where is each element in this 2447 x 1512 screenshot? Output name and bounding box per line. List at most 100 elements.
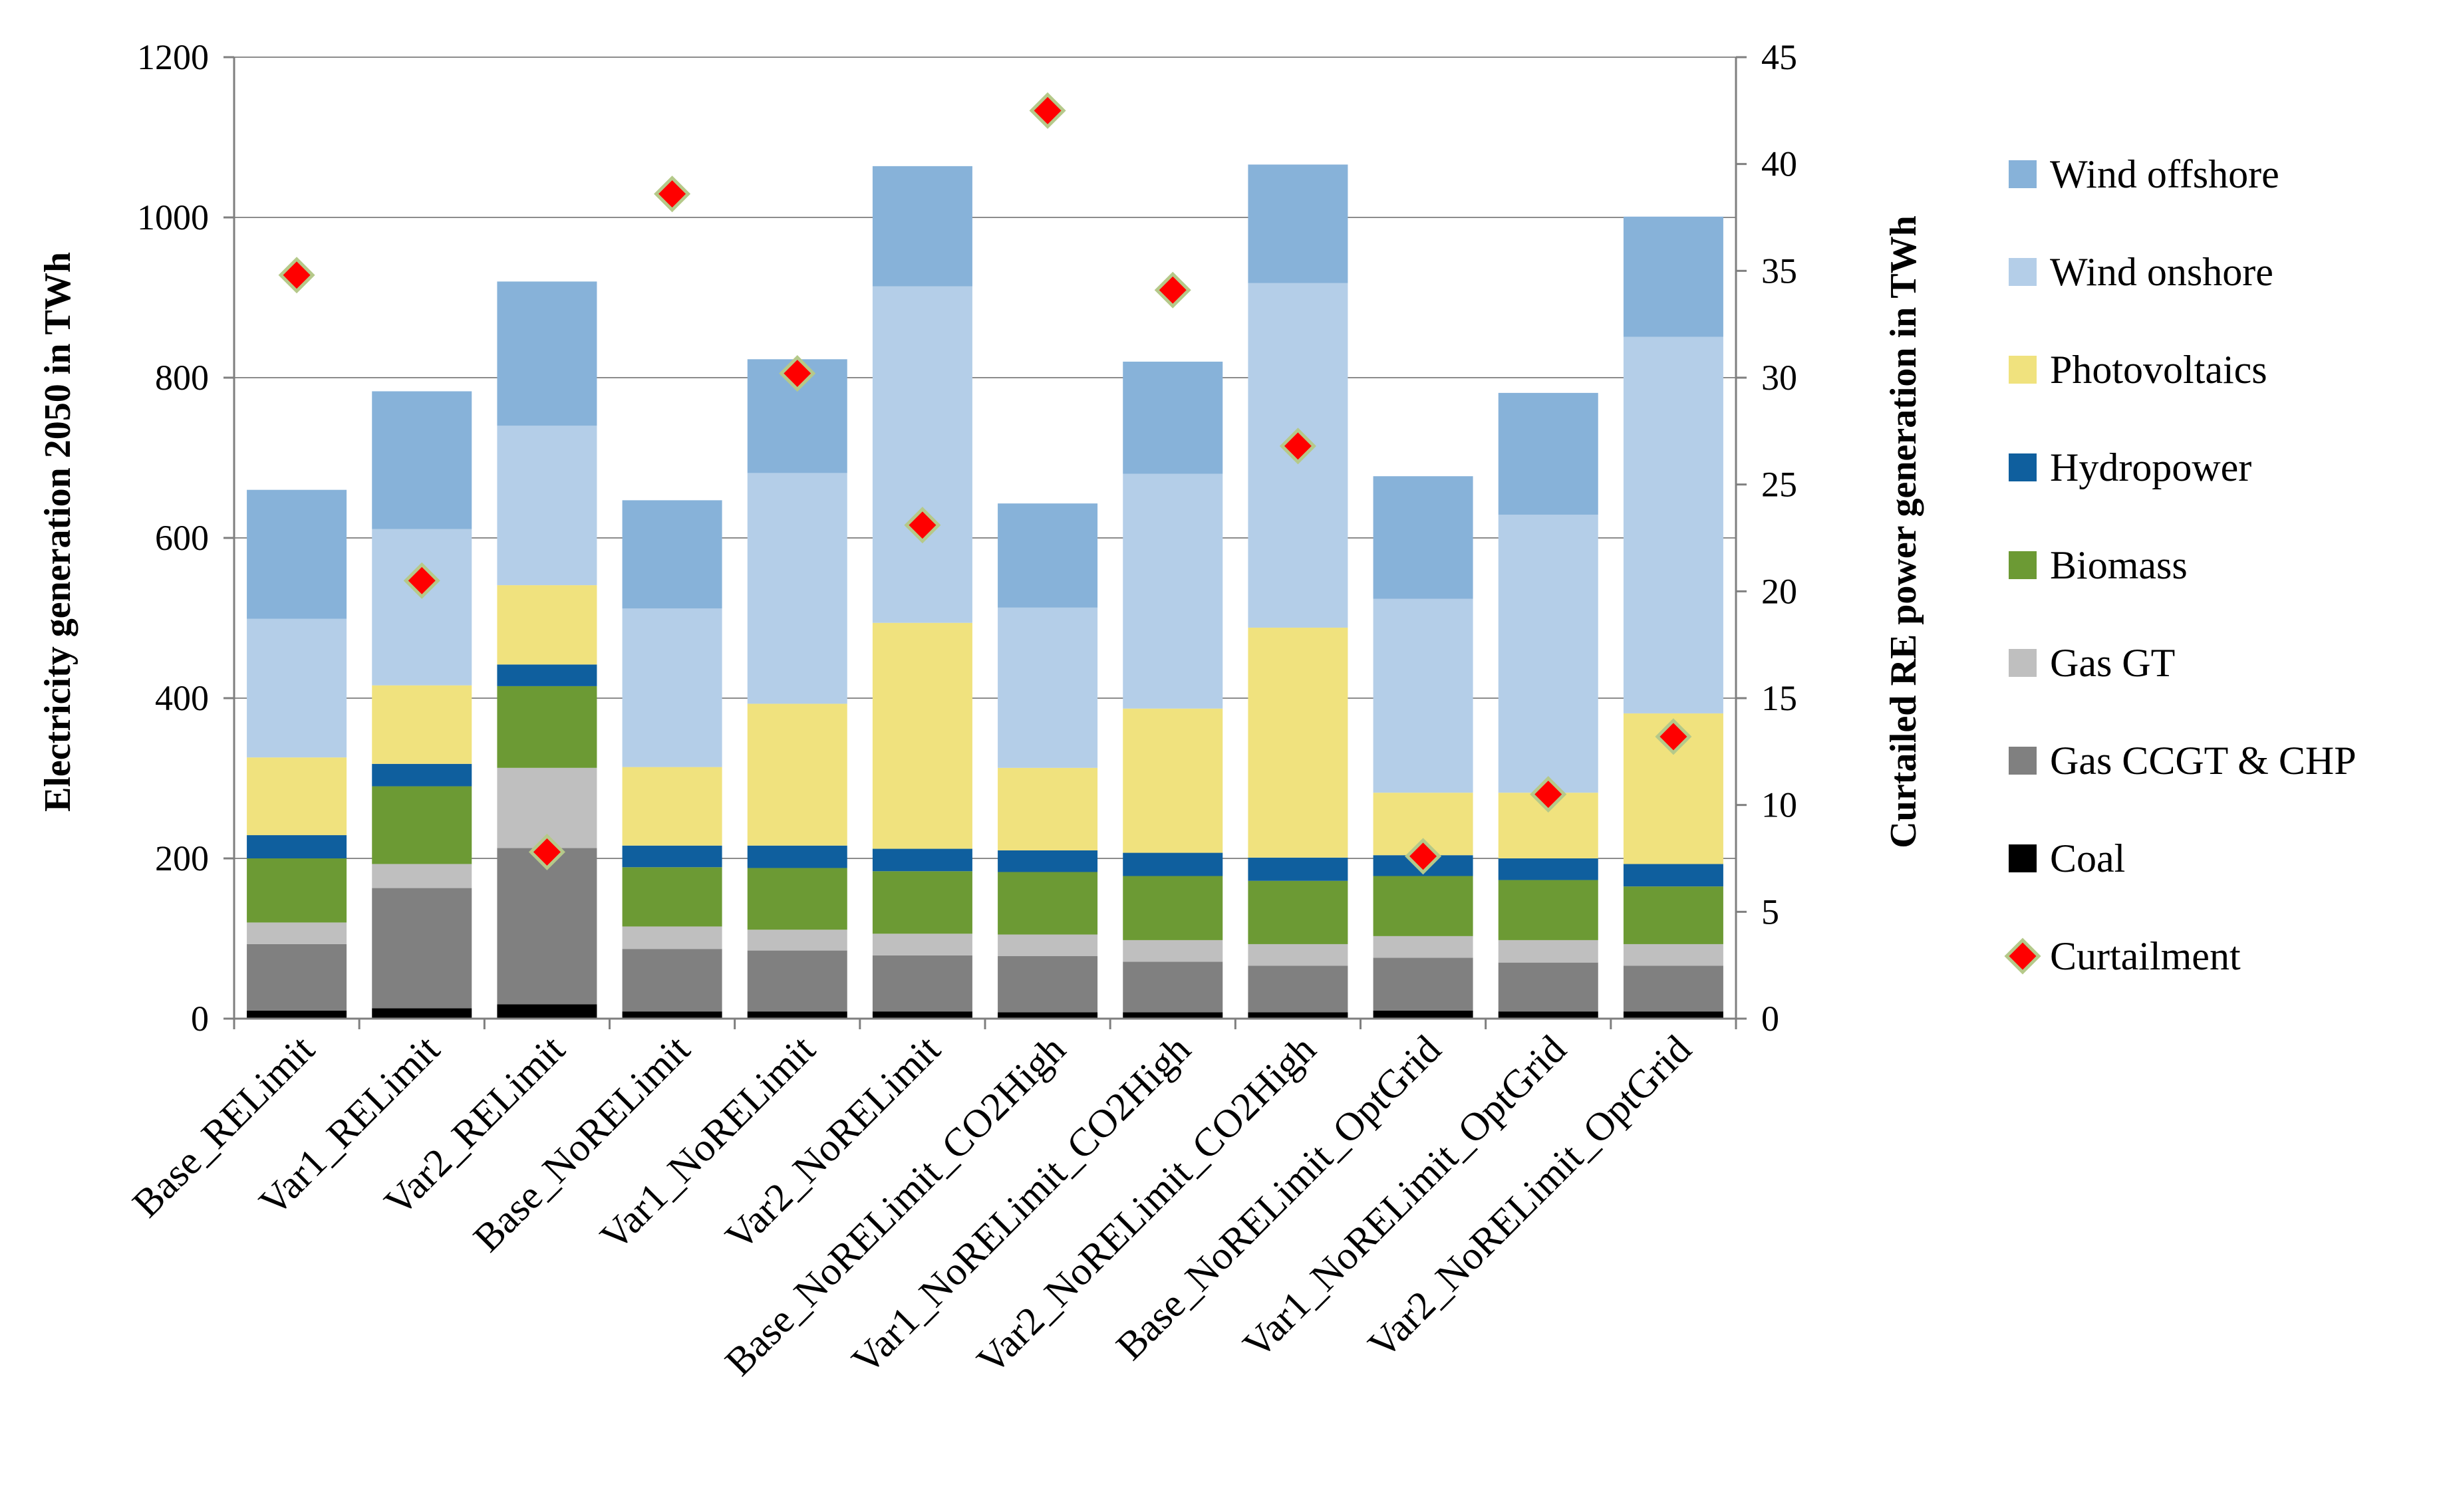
bar-segment bbox=[998, 850, 1098, 872]
bar-segment bbox=[1623, 864, 1723, 887]
category-labels: Base_RELimitVar1_RELimitVar2_RELimitBase… bbox=[124, 1027, 1699, 1384]
curtailment-marker bbox=[403, 562, 440, 599]
bar-segment bbox=[1248, 857, 1348, 881]
legend: Wind offshore Wind onshore Photovoltaics Hy… bbox=[2004, 152, 2357, 978]
bar-segment bbox=[747, 950, 847, 1012]
curtailment-marker bbox=[779, 355, 816, 392]
y2-axis-title: Curtailed RE power generation in TWh bbox=[1883, 215, 1924, 848]
bar-segment bbox=[998, 934, 1098, 957]
curtailment-marker bbox=[1530, 776, 1567, 813]
bar-segment bbox=[622, 867, 722, 927]
bar-segment bbox=[872, 955, 972, 1012]
bar-segment bbox=[622, 845, 722, 868]
curtailment-marker bbox=[278, 257, 315, 294]
y2-tick-label: 15 bbox=[1761, 678, 1797, 718]
bar-segment bbox=[747, 1011, 847, 1019]
bar-segment bbox=[1248, 1012, 1348, 1019]
bar-segment bbox=[622, 608, 722, 767]
bar-segment bbox=[1498, 940, 1598, 963]
bar-segment bbox=[247, 618, 347, 758]
legend-swatch bbox=[2009, 747, 2037, 775]
bar-segment bbox=[1498, 962, 1598, 1012]
bar-segment bbox=[1373, 476, 1473, 599]
legend-label: Hydropower bbox=[2050, 445, 2251, 489]
bar-segment bbox=[247, 944, 347, 1011]
bar-segment bbox=[1498, 1011, 1598, 1019]
legend-swatch bbox=[2009, 258, 2037, 286]
y-tick-label: 400 bbox=[155, 678, 209, 718]
bar-segment bbox=[747, 930, 847, 951]
legend-swatch bbox=[2009, 160, 2037, 188]
bar-segment bbox=[998, 872, 1098, 935]
legend-label: Wind offshore bbox=[2050, 152, 2279, 196]
legend-swatch bbox=[2009, 649, 2037, 677]
bar-segment bbox=[372, 1008, 472, 1019]
legend-swatch bbox=[2009, 453, 2037, 481]
bar-segment bbox=[1373, 936, 1473, 958]
curtailment-marker bbox=[1655, 718, 1692, 755]
bar-segment bbox=[247, 1010, 347, 1019]
curtailment-marker bbox=[654, 176, 691, 213]
bar-segment bbox=[622, 767, 722, 846]
y2-tick-label: 5 bbox=[1761, 892, 1779, 932]
axes bbox=[223, 56, 1747, 1029]
bar-segment bbox=[1623, 965, 1723, 1012]
bar-segment bbox=[1123, 940, 1223, 962]
bar-segment bbox=[872, 848, 972, 872]
bar-segment bbox=[998, 767, 1098, 850]
bar-segment bbox=[497, 281, 597, 426]
legend-label: Coal bbox=[2050, 836, 2125, 880]
bar-segment bbox=[372, 529, 472, 686]
category-label: Var1_NoRELimit bbox=[592, 1027, 824, 1259]
bar-segment bbox=[247, 858, 347, 923]
curtailment-marker bbox=[1405, 838, 1442, 875]
bar-segment bbox=[622, 926, 722, 949]
bar-segment bbox=[1498, 515, 1598, 793]
y2-tick-label: 45 bbox=[1761, 37, 1797, 77]
y-tick-label: 200 bbox=[155, 838, 209, 878]
y-tick-labels: 0 200 400 600 800 1000 1200 bbox=[137, 37, 209, 1039]
bar-segment bbox=[1373, 598, 1473, 793]
y-tick-label: 600 bbox=[155, 518, 209, 558]
bar-segment bbox=[247, 489, 347, 619]
y2-tick-label: 20 bbox=[1761, 571, 1797, 611]
bar-segment bbox=[372, 391, 472, 529]
bar-segment bbox=[622, 1011, 722, 1019]
curtailment-marker bbox=[1154, 271, 1191, 309]
bar-segment bbox=[1498, 858, 1598, 880]
bar-segment bbox=[497, 585, 597, 665]
bar-segment bbox=[747, 473, 847, 704]
category-label: Base_NoRELimit bbox=[465, 1027, 698, 1260]
legend-label: Gas CCGT & CHP bbox=[2050, 739, 2357, 783]
bar-segment bbox=[497, 1004, 597, 1019]
legend-swatch bbox=[2009, 844, 2037, 872]
bar-segment bbox=[372, 864, 472, 888]
bar-segment bbox=[497, 664, 597, 686]
y-axis-title: Electricity generation 2050 in TWh bbox=[37, 252, 78, 812]
gridlines bbox=[234, 57, 1736, 859]
y2-tick-label: 40 bbox=[1761, 144, 1797, 184]
bar-segment bbox=[247, 922, 347, 944]
y2-tick-label: 35 bbox=[1761, 251, 1797, 291]
bar-segment bbox=[1623, 1011, 1723, 1019]
bars bbox=[247, 164, 1723, 1019]
bar-segment bbox=[1123, 852, 1223, 876]
bar-segment bbox=[1123, 1012, 1223, 1019]
bar-segment bbox=[497, 848, 597, 1005]
legend-label: Gas GT bbox=[2050, 641, 2175, 685]
bar-segment bbox=[1248, 965, 1348, 1013]
bar-segment bbox=[1248, 880, 1348, 944]
bar-segment bbox=[998, 607, 1098, 768]
bar-segment bbox=[872, 871, 972, 934]
bar-segment bbox=[497, 686, 597, 768]
legend-label: Curtailment bbox=[2050, 934, 2241, 978]
bar-segment bbox=[247, 757, 347, 836]
bar-segment bbox=[497, 426, 597, 586]
bar-segment bbox=[1248, 944, 1348, 966]
y2-tick-label: 25 bbox=[1761, 465, 1797, 505]
bar-segment bbox=[372, 786, 472, 864]
bar-segment bbox=[1248, 164, 1348, 283]
legend-label: Photovoltaics bbox=[2050, 348, 2267, 392]
bar-segment bbox=[1373, 957, 1473, 1011]
